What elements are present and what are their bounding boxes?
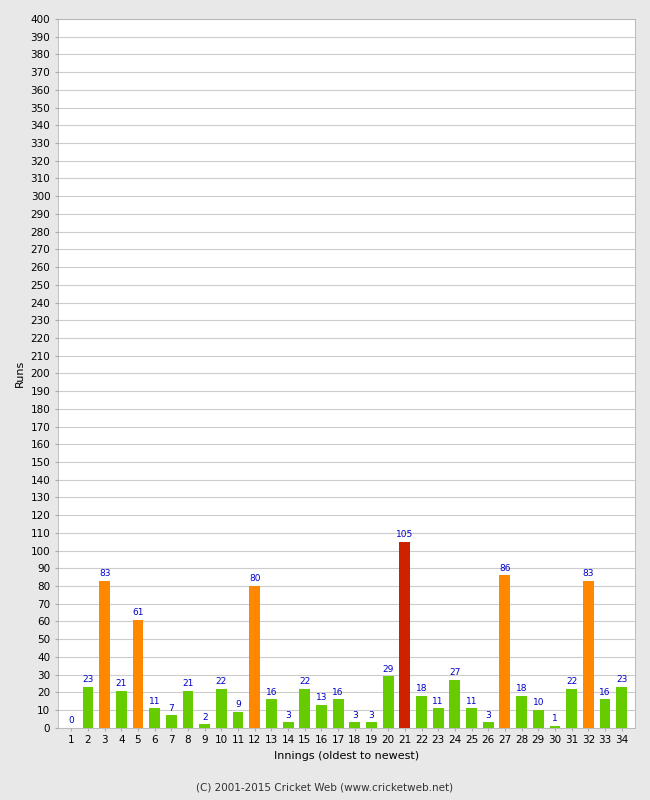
Text: 18: 18 [416,684,427,694]
Bar [183,690,194,728]
Bar [549,726,560,728]
Bar [116,690,127,728]
Text: 61: 61 [132,608,144,617]
Bar [216,689,227,728]
Text: 11: 11 [432,697,444,706]
Text: 16: 16 [332,688,344,697]
Bar [583,581,593,728]
Bar [250,586,260,728]
Text: 9: 9 [235,700,241,709]
Bar [316,705,327,728]
Y-axis label: Runs: Runs [15,360,25,387]
X-axis label: Innings (oldest to newest): Innings (oldest to newest) [274,751,419,761]
Bar [99,581,110,728]
Text: 7: 7 [168,704,174,713]
Bar [150,708,160,728]
Text: 1: 1 [552,714,558,723]
Bar [516,696,527,728]
Bar [499,575,510,728]
Text: 83: 83 [99,569,110,578]
Text: 22: 22 [299,677,311,686]
Bar [350,722,360,728]
Text: 16: 16 [266,688,277,697]
Text: 10: 10 [532,698,544,707]
Text: 80: 80 [249,574,261,583]
Bar [333,699,344,728]
Text: 22: 22 [216,677,227,686]
Text: 3: 3 [486,711,491,720]
Bar [166,715,177,728]
Bar [616,687,627,728]
Text: 11: 11 [149,697,161,706]
Text: 23: 23 [83,675,94,684]
Bar [599,699,610,728]
Text: 18: 18 [516,684,527,694]
Bar [366,722,377,728]
Text: 21: 21 [116,679,127,688]
Bar [300,689,310,728]
Text: 22: 22 [566,677,577,686]
Bar [200,724,210,728]
Bar [566,689,577,728]
Text: 86: 86 [499,564,511,573]
Text: 29: 29 [382,665,394,674]
Bar [416,696,427,728]
Bar [283,722,294,728]
Text: 27: 27 [449,668,461,678]
Text: 83: 83 [582,569,594,578]
Bar [133,620,144,728]
Text: 0: 0 [68,716,74,725]
Text: (C) 2001-2015 Cricket Web (www.cricketweb.net): (C) 2001-2015 Cricket Web (www.cricketwe… [196,782,454,792]
Bar [533,710,543,728]
Bar [233,712,244,728]
Text: 3: 3 [369,711,374,720]
Bar [383,677,394,728]
Bar [449,680,460,728]
Text: 13: 13 [316,693,327,702]
Text: 11: 11 [466,697,477,706]
Bar [266,699,277,728]
Bar [483,722,493,728]
Text: 3: 3 [285,711,291,720]
Bar [466,708,477,728]
Text: 21: 21 [183,679,194,688]
Bar [399,542,410,728]
Text: 3: 3 [352,711,358,720]
Text: 23: 23 [616,675,627,684]
Bar [433,708,443,728]
Bar [83,687,94,728]
Text: 16: 16 [599,688,611,697]
Text: 2: 2 [202,713,207,722]
Text: 105: 105 [396,530,413,539]
